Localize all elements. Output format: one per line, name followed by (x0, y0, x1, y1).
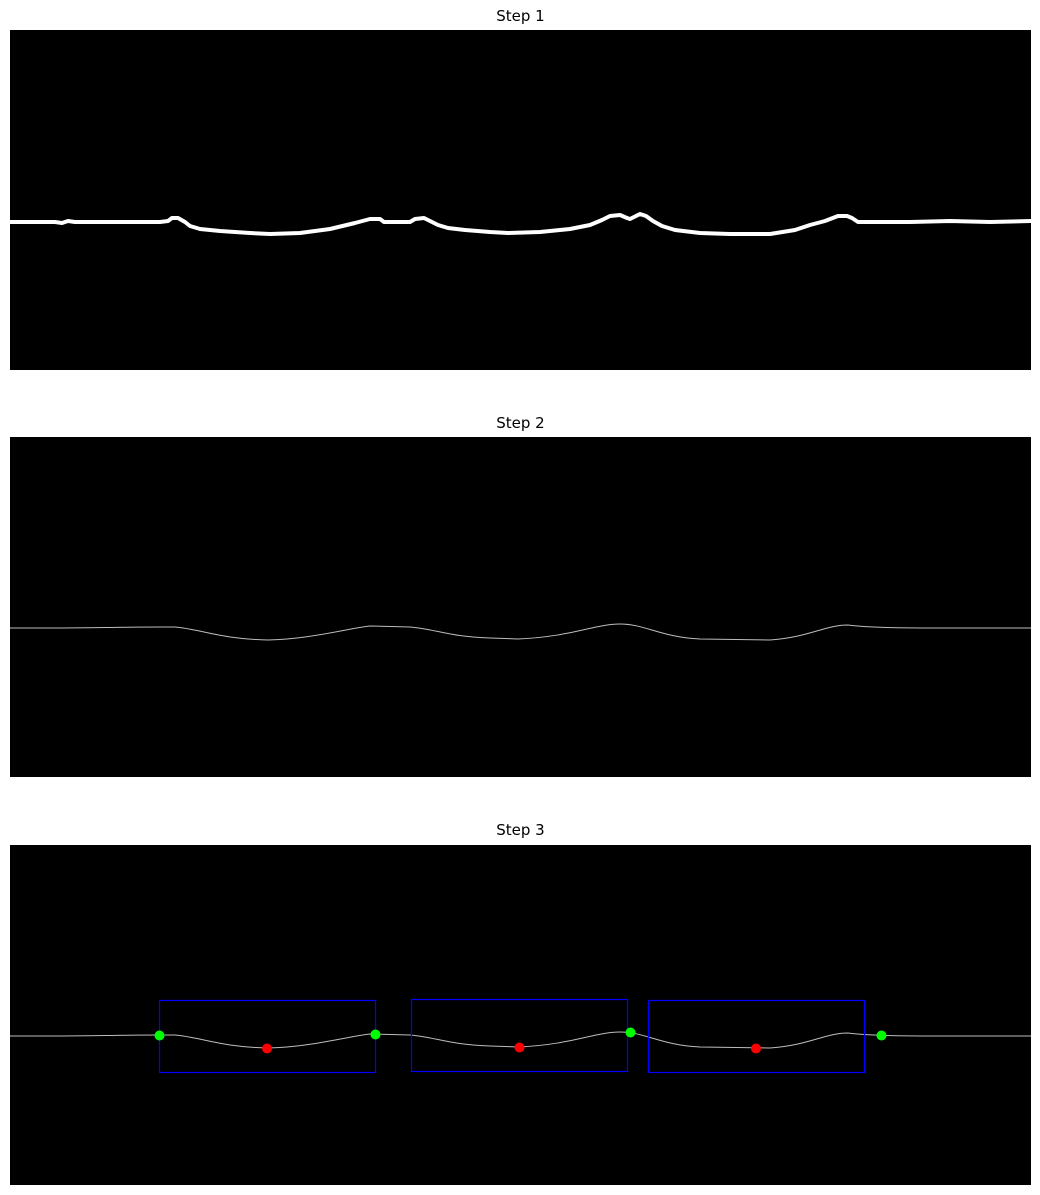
smoothed-contour-curve (10, 623, 1031, 641)
step-3-image (10, 845, 1031, 1185)
step-3-canvas (10, 998, 1031, 1074)
boundary-point (625, 1027, 636, 1038)
smoothed-contour-curve (10, 1031, 1031, 1049)
minimum-point (751, 1043, 761, 1054)
step-2-image (10, 437, 1031, 777)
segment-box-3 (647, 999, 866, 1074)
step-2-canvas (10, 623, 1031, 641)
boundary-point (370, 1029, 381, 1040)
boundary-point (154, 1030, 165, 1041)
minimum-point (514, 1042, 525, 1053)
thick-contour-curve (10, 212, 1031, 236)
segment-box-1 (158, 999, 377, 1074)
step-1-image (10, 30, 1031, 370)
step-1-canvas (10, 212, 1031, 236)
boundary-point (876, 1030, 887, 1041)
panel-title-step-3: Step 3 (496, 821, 545, 839)
panel-title-step-1: Step 1 (496, 7, 545, 25)
panel-title-step-2: Step 2 (496, 414, 545, 432)
minimum-point (262, 1043, 272, 1054)
